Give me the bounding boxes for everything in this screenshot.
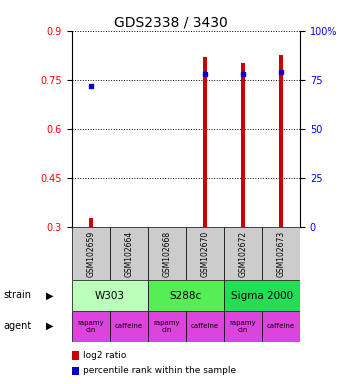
Bar [241, 63, 245, 227]
Text: GSM102668: GSM102668 [162, 230, 171, 276]
Bar [279, 55, 283, 227]
Text: GSM102672: GSM102672 [238, 230, 248, 276]
Bar [148, 311, 186, 342]
Bar [262, 311, 300, 342]
Bar [203, 57, 207, 227]
Text: ▶: ▶ [46, 290, 53, 300]
Bar [89, 218, 92, 227]
Bar [110, 311, 148, 342]
Bar [224, 280, 300, 311]
Text: rapamy
cin: rapamy cin [77, 320, 104, 333]
Bar [262, 227, 300, 280]
Text: S288c: S288c [170, 291, 202, 301]
Bar [224, 311, 262, 342]
Text: W303: W303 [95, 291, 125, 301]
Bar [186, 227, 224, 280]
Text: Sigma 2000: Sigma 2000 [231, 291, 293, 301]
Text: caffeine: caffeine [267, 323, 295, 329]
Bar [72, 311, 110, 342]
Text: percentile rank within the sample: percentile rank within the sample [83, 366, 236, 375]
Text: strain: strain [3, 290, 31, 300]
Bar [148, 280, 224, 311]
Text: GDS2338 / 3430: GDS2338 / 3430 [114, 15, 227, 29]
Bar [110, 227, 148, 280]
Text: agent: agent [3, 321, 32, 331]
Bar [72, 227, 110, 280]
Text: log2 ratio: log2 ratio [83, 351, 126, 360]
Text: GSM102673: GSM102673 [277, 230, 285, 276]
Bar [224, 227, 262, 280]
Text: GSM102670: GSM102670 [201, 230, 209, 276]
Text: GSM102659: GSM102659 [86, 230, 95, 276]
Text: caffeine: caffeine [115, 323, 143, 329]
Text: caffeine: caffeine [191, 323, 219, 329]
Bar [148, 227, 186, 280]
Text: GSM102664: GSM102664 [124, 230, 133, 276]
Text: rapamy
cin: rapamy cin [229, 320, 256, 333]
Bar [186, 311, 224, 342]
Text: ▶: ▶ [46, 321, 53, 331]
Bar [72, 280, 148, 311]
Text: rapamy
cin: rapamy cin [153, 320, 180, 333]
